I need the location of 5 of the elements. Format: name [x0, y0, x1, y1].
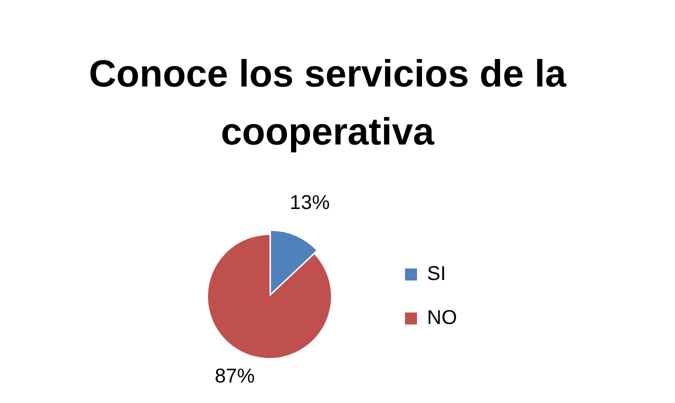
legend-label: SI	[427, 263, 446, 286]
chart-title: Conoce los servicios de la cooperativa	[88, 53, 568, 154]
legend-label: NO	[427, 307, 457, 330]
data-label: 13%	[290, 192, 330, 214]
data-label: 87%	[214, 365, 255, 388]
